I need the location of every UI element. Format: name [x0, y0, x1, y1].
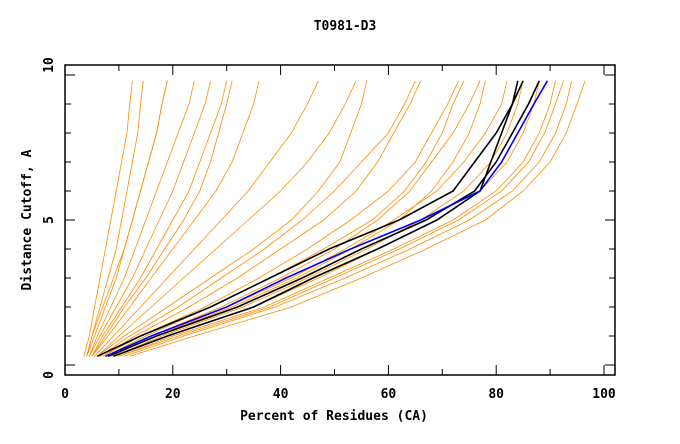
x-tick-label: 60: [381, 387, 397, 402]
series-line-h3: [107, 80, 541, 358]
series-line-o10: [97, 80, 368, 357]
series-line-o22: [110, 80, 508, 357]
series-line-o25: [86, 80, 168, 357]
y-tick-label: 0: [42, 371, 57, 379]
series-line-best: [105, 80, 549, 358]
series-line-o5: [88, 80, 211, 357]
series-line-o12: [102, 80, 459, 357]
series-line-h1: [96, 80, 524, 358]
y-tick-label: 5: [42, 216, 57, 224]
x-tick-label: 0: [61, 387, 69, 402]
series-line-o24: [91, 80, 233, 357]
series-lines: [83, 80, 586, 358]
x-tick-label: 80: [488, 387, 504, 402]
series-line-o18: [124, 80, 573, 357]
x-tick-label: 40: [273, 387, 289, 402]
x-tick-label: 100: [592, 387, 616, 402]
series-line-o17: [118, 80, 556, 357]
series-line-o6: [91, 80, 228, 357]
series-line-o9: [97, 80, 357, 357]
chart-title: T0981-D3: [314, 19, 377, 34]
x-tick-label: 20: [165, 387, 181, 402]
series-line-o20: [99, 80, 416, 357]
series-line-o19: [129, 80, 586, 357]
series-line-h2: [113, 80, 519, 358]
y-axis-label: Distance Cutoff, A: [20, 149, 35, 290]
plot-frame: [64, 64, 616, 376]
series-line-o21: [105, 80, 465, 357]
series-line-o8: [94, 80, 319, 357]
series-line-o23: [118, 80, 564, 357]
series-line-o2: [86, 80, 144, 357]
y-tick-label: 10: [42, 57, 57, 73]
series-line-o13: [107, 80, 481, 357]
series-line-o1: [83, 80, 133, 357]
axis-ticks: 0 20 40 60 80 100 0 5 10: [42, 57, 616, 402]
x-axis-label: Percent of Residues (CA): [240, 409, 428, 424]
series-line-o4: [88, 80, 195, 357]
series-line-o7: [91, 80, 260, 357]
series-line-o16: [113, 80, 540, 357]
series-line-o11: [102, 80, 422, 357]
